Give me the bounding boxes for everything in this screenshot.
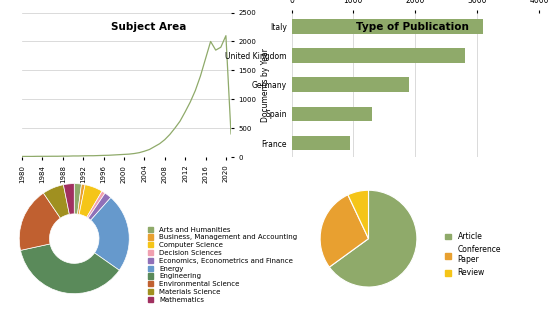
Wedge shape <box>78 184 85 214</box>
Text: Subject Area: Subject Area <box>111 22 186 32</box>
Wedge shape <box>91 198 129 270</box>
Wedge shape <box>87 191 105 218</box>
Wedge shape <box>19 193 60 250</box>
Y-axis label: Documents by Year: Documents by Year <box>261 48 270 122</box>
Bar <box>292 78 409 92</box>
Wedge shape <box>79 185 102 217</box>
Bar <box>292 19 483 34</box>
Wedge shape <box>320 195 368 267</box>
Bar <box>292 48 465 63</box>
Wedge shape <box>43 185 69 218</box>
Wedge shape <box>74 184 81 214</box>
Text: Type of Publication: Type of Publication <box>356 22 469 32</box>
Wedge shape <box>63 184 74 214</box>
Legend: Arts and Humanities, Business, Management and Accounting, Computer Science, Deci: Arts and Humanities, Business, Managemen… <box>146 225 299 304</box>
Wedge shape <box>329 190 417 287</box>
Bar <box>292 136 350 150</box>
Wedge shape <box>20 244 119 294</box>
Bar <box>292 107 372 121</box>
Wedge shape <box>88 193 111 220</box>
Wedge shape <box>348 190 368 239</box>
Legend: Article, Conference
Paper, Review: Article, Conference Paper, Review <box>444 231 503 279</box>
